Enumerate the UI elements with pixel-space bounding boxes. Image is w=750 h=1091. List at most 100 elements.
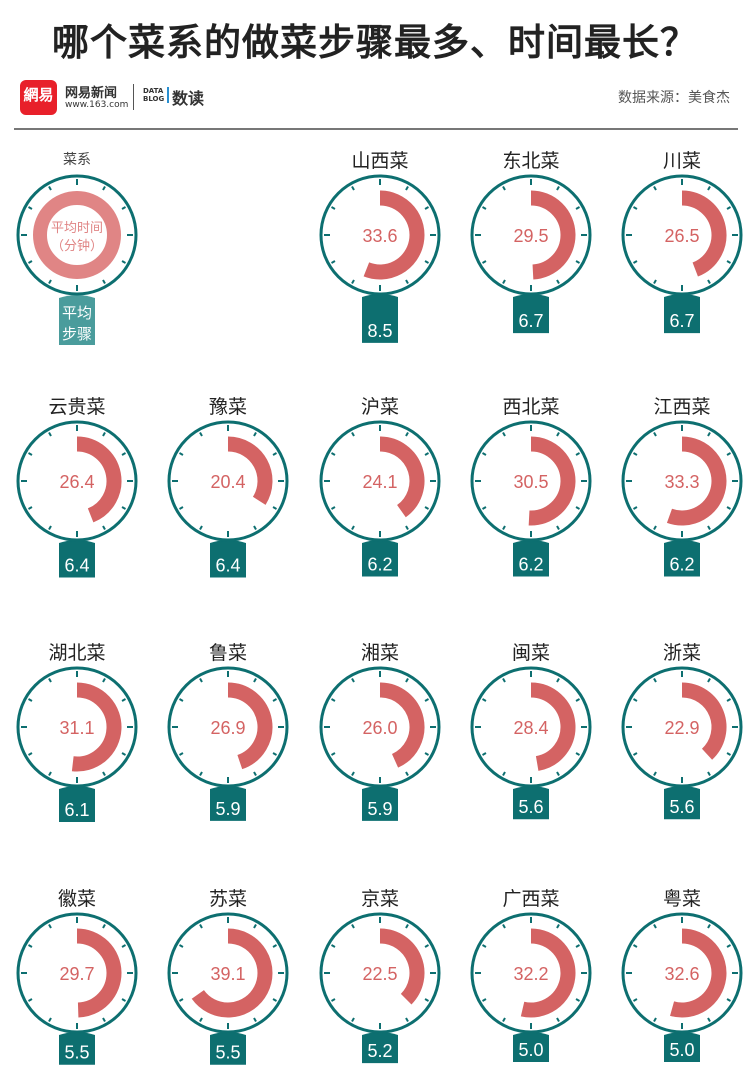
clock-tick xyxy=(405,678,409,683)
clock-tick xyxy=(272,944,277,948)
steps-tab xyxy=(59,786,95,822)
data-source: 数据来源：美食杰 xyxy=(618,90,730,106)
minutes-value: 20.4 xyxy=(210,472,245,492)
datablog-logo: DATA BLOG xyxy=(143,87,169,103)
clock-tick xyxy=(253,924,257,929)
clock-tick xyxy=(179,452,184,456)
clock-tick xyxy=(179,752,184,756)
time-arc xyxy=(191,928,273,1018)
clock-tick xyxy=(707,279,711,284)
cuisine-clock: 山西菜 33.6 8.5 xyxy=(319,150,441,343)
steps-tab xyxy=(664,294,700,334)
clock-tick xyxy=(253,678,257,683)
minutes-value: 31.1 xyxy=(59,718,94,738)
clock-tick xyxy=(199,924,203,929)
steps-value: 5.9 xyxy=(367,799,392,819)
clock-tick xyxy=(253,432,257,437)
cuisine-clock: 闽菜 28.4 5.6 xyxy=(470,642,592,820)
steps-tab xyxy=(362,540,398,577)
steps-tab xyxy=(362,294,398,343)
clock-tick xyxy=(102,678,106,683)
minutes-value: 26.9 xyxy=(210,718,245,738)
time-arc xyxy=(530,682,576,771)
clock-tick xyxy=(405,1017,409,1022)
clock-tick xyxy=(121,206,126,210)
cuisine-clock: 西北菜 30.5 6.2 xyxy=(470,396,592,577)
time-arc xyxy=(363,190,425,280)
legend-time-ring xyxy=(33,191,121,279)
clock-tick xyxy=(351,924,355,929)
clock-tick xyxy=(575,506,580,510)
clock-tick xyxy=(331,260,336,264)
clock-tick xyxy=(272,506,277,510)
clock-tick xyxy=(424,752,429,756)
cuisine-name: 川菜 xyxy=(663,150,701,172)
cuisine-clock: 京菜 22.5 5.2 xyxy=(319,888,441,1064)
clock-tick xyxy=(199,678,203,683)
steps-tab xyxy=(513,540,549,577)
clock-tick xyxy=(102,432,106,437)
clock-tick xyxy=(272,698,277,702)
minutes-value: 39.1 xyxy=(210,964,245,984)
clock-tick xyxy=(424,698,429,702)
clock-tick xyxy=(199,432,203,437)
clock-tick xyxy=(121,452,126,456)
steps-value: 5.5 xyxy=(64,1043,89,1063)
clock-tick xyxy=(48,279,52,284)
clock-tick xyxy=(633,260,638,264)
cuisine-name: 江西菜 xyxy=(653,396,710,418)
clock-tick xyxy=(102,771,106,776)
steps-tab xyxy=(513,1032,549,1062)
clock-tick xyxy=(121,944,126,948)
column-name: 数读 xyxy=(172,89,205,108)
brand-url: www.163.com xyxy=(65,100,129,110)
clock-tick xyxy=(707,525,711,530)
clock-tick xyxy=(121,998,126,1002)
clock-tick xyxy=(28,752,33,756)
cuisine-clock: 东北菜 29.5 6.7 xyxy=(470,150,592,334)
clock-tick xyxy=(424,206,429,210)
clock-tick xyxy=(556,432,560,437)
legend-steps-label-2: 步骤 xyxy=(62,326,92,343)
clock-tick xyxy=(502,525,506,530)
clock-tick xyxy=(633,752,638,756)
clock-tick xyxy=(179,998,184,1002)
time-arc xyxy=(528,436,576,526)
clock-tick xyxy=(351,186,355,191)
clock-tick xyxy=(633,452,638,456)
clock-tick xyxy=(331,944,336,948)
clock-tick xyxy=(272,998,277,1002)
clock-tick xyxy=(253,1017,257,1022)
clock-tick xyxy=(707,924,711,929)
minutes-value: 32.2 xyxy=(513,964,548,984)
steps-tab xyxy=(210,786,246,821)
clock-tick xyxy=(48,186,52,191)
minutes-value: 32.6 xyxy=(664,964,699,984)
minutes-value: 33.6 xyxy=(362,226,397,246)
clock-tick xyxy=(556,279,560,284)
clock-tick xyxy=(707,432,711,437)
clock-tick xyxy=(179,944,184,948)
minutes-value: 29.7 xyxy=(59,964,94,984)
clock-tick xyxy=(351,1017,355,1022)
steps-value: 6.7 xyxy=(669,311,694,331)
steps-tab xyxy=(210,540,246,578)
steps-value: 6.2 xyxy=(669,554,694,574)
clock-tick xyxy=(482,506,487,510)
clock-tick xyxy=(424,506,429,510)
minutes-value: 26.5 xyxy=(664,226,699,246)
legend-steps-label: 平均 xyxy=(62,305,92,322)
clock-tick xyxy=(575,698,580,702)
cuisine-name: 湖北菜 xyxy=(48,642,105,664)
clock-tick xyxy=(502,186,506,191)
clock-tick xyxy=(331,206,336,210)
clock-tick xyxy=(405,525,409,530)
minutes-value: 26.4 xyxy=(59,472,94,492)
clock-tick xyxy=(633,698,638,702)
minutes-value: 28.4 xyxy=(513,718,548,738)
clock-tick xyxy=(121,260,126,264)
clock-tick xyxy=(48,924,52,929)
cuisine-clock: 湘菜 26.0 5.9 xyxy=(319,642,441,821)
